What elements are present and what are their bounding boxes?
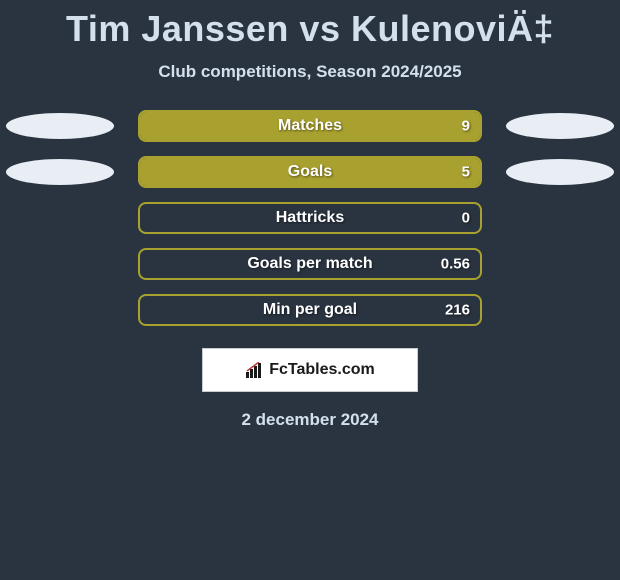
stat-label: Min per goal (263, 301, 357, 319)
stat-row: Matches 9 (0, 110, 620, 142)
left-player-ellipse (6, 113, 114, 139)
stat-bar: Min per goal 216 (138, 294, 482, 326)
brand-suffix: .com (337, 361, 374, 378)
stat-value: 216 (445, 302, 470, 319)
date-line: 2 december 2024 (241, 410, 378, 430)
brand-prefix: Fc (269, 361, 288, 378)
stat-row: Goals per match 0.56 (0, 248, 620, 280)
comparison-card: Tim Janssen vs KulenoviÄ‡ Club competiti… (0, 0, 620, 430)
stat-value: 0 (462, 210, 470, 227)
stat-label: Hattricks (276, 209, 344, 227)
right-player-ellipse (506, 113, 614, 139)
stat-bar: Goals per match 0.56 (138, 248, 482, 280)
stat-value: 5 (462, 164, 470, 181)
left-player-ellipse (6, 159, 114, 185)
stat-value: 9 (462, 118, 470, 135)
stat-label: Goals per match (247, 255, 372, 273)
stat-bar: Matches 9 (138, 110, 482, 142)
stat-row: Min per goal 216 (0, 294, 620, 326)
brand-box[interactable]: FcTables.com (202, 348, 418, 392)
stat-bar: Goals 5 (138, 156, 482, 188)
stat-value: 0.56 (441, 256, 470, 273)
stat-label: Matches (278, 117, 342, 135)
stat-bar: Hattricks 0 (138, 202, 482, 234)
brand-main: Tables (288, 361, 338, 378)
subtitle: Club competitions, Season 2024/2025 (158, 62, 461, 82)
brand-text: FcTables.com (269, 361, 375, 379)
stat-label: Goals (288, 163, 332, 181)
stat-row: Goals 5 (0, 156, 620, 188)
stats-area: Matches 9 Goals 5 Hattricks 0 Goals per match 0… (0, 110, 620, 326)
right-player-ellipse (506, 159, 614, 185)
page-title: Tim Janssen vs KulenoviÄ‡ (66, 8, 554, 50)
chart-icon (245, 362, 265, 378)
stat-row: Hattricks 0 (0, 202, 620, 234)
